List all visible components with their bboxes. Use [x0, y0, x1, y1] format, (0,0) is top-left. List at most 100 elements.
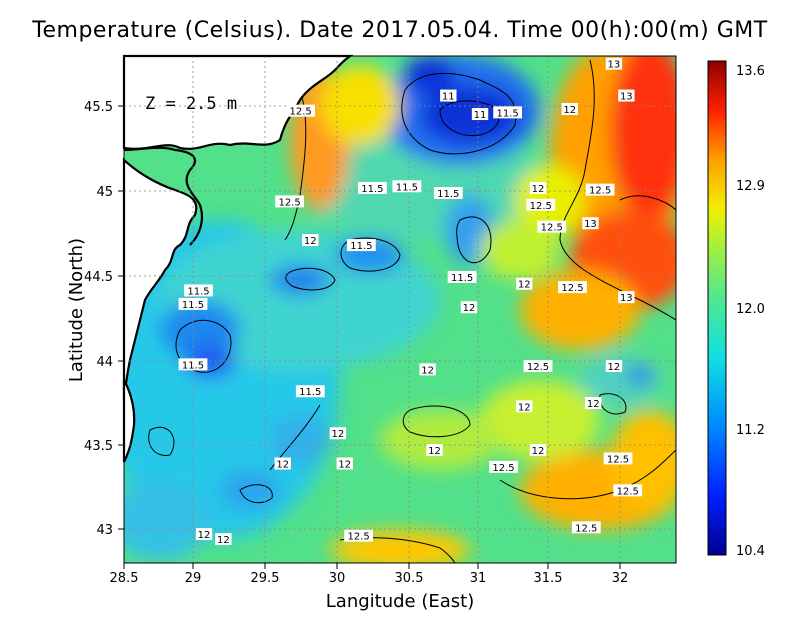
contour-label: 12	[302, 234, 319, 247]
contour-labels: 11 11 11.5 12 12.5 13 13 11.5 11.5 11.5 12 12.5 12.5…	[178, 57, 643, 546]
colorbar-label: 10.4	[736, 544, 765, 559]
contour-label: 12	[529, 181, 547, 195]
contour-label-text: 11.5	[396, 182, 418, 193]
contour-label-text: 13	[620, 293, 633, 304]
y-tick-label: 43	[96, 523, 113, 538]
colorbar-label: 13.6	[736, 64, 765, 79]
contour-label-text: 12.5	[290, 107, 312, 118]
contour-label: 12	[585, 397, 602, 410]
x-tick-label: 30.5	[395, 571, 424, 586]
contour-label: 11.5	[178, 297, 208, 311]
contour-label-text: 11.5	[437, 189, 459, 200]
contour-label: 12	[529, 444, 547, 457]
contour-label-text: 12	[518, 402, 531, 413]
contour-label-text: 12	[532, 184, 545, 195]
contour-label-text: 12	[587, 399, 600, 410]
contour-label-text: 12.5	[530, 201, 552, 212]
y-tick-label: 45	[96, 185, 113, 200]
contour-label: 13	[618, 291, 635, 304]
contour-label: 12.5	[558, 281, 587, 294]
contour-label-text: 11	[474, 110, 487, 121]
x-axis-title: Langitude (East)	[326, 591, 474, 612]
contour-label: 12	[419, 363, 436, 376]
contour-label-text: 12	[608, 362, 621, 373]
contour-label: 12.5	[603, 452, 633, 465]
contour-label: 12	[460, 301, 478, 314]
contour-label: 13	[582, 217, 599, 230]
contour-label: 12.5	[613, 484, 643, 497]
contour-label: 12	[274, 457, 291, 470]
contour-label-text: 11.5	[182, 300, 204, 311]
contour-label-text: 12	[198, 530, 211, 541]
contour-label-text: 12.5	[561, 283, 583, 294]
colorbar	[707, 60, 727, 556]
x-tick-label: 30	[329, 571, 346, 586]
colorbar-label: 12.9	[736, 179, 765, 194]
contour-label: 12.5	[344, 529, 373, 543]
contour-label: 12	[195, 528, 213, 541]
contour-label: 12.5	[275, 195, 304, 208]
contour-label: 12	[329, 427, 347, 440]
contour-label: 12	[605, 360, 623, 373]
contour-label: 12	[516, 277, 533, 291]
y-tick-label: 44	[96, 355, 113, 370]
x-tick-label: 28.5	[110, 571, 139, 586]
contour-label-text: 11	[442, 92, 455, 103]
contour-label: 11.5	[433, 187, 463, 200]
colorbar-label: 12.0	[736, 302, 765, 317]
map-title: Temperature (Celsius). Date 2017.05.04. …	[32, 18, 768, 43]
contour-label-text: 12	[518, 280, 531, 291]
contour-label: 12.5	[585, 183, 615, 197]
contour-label-text: 12.5	[589, 186, 611, 197]
contour-label-text: 11.5	[187, 286, 209, 297]
contour-label: 11.5	[392, 180, 422, 193]
contour-label-text: 12	[338, 459, 351, 470]
contour-label: 12.5	[537, 220, 567, 234]
contour-label: 13	[605, 57, 623, 71]
contour-label: 11.5	[178, 358, 208, 371]
contour-label-text: 12	[428, 446, 441, 457]
x-tick-label: 32	[612, 571, 629, 586]
coastline-southwest	[122, 379, 136, 463]
y-tick-labels: 43 43.5 44 44.5 45 45.5	[84, 100, 113, 538]
contour-label-text: 13	[584, 219, 597, 230]
coastline-north	[122, 54, 354, 150]
contour-label: 13	[618, 89, 635, 103]
contour-label: 11.5	[447, 271, 477, 284]
contour-label-text: 12	[421, 365, 434, 376]
contour-label: 12.5	[571, 521, 601, 534]
contour-label: 12	[516, 400, 533, 413]
contour-label-text: 12	[563, 105, 576, 116]
contour-label: 11	[440, 89, 457, 103]
contour-label-text: 12.5	[575, 523, 597, 534]
contour-label: 11.5	[295, 385, 325, 398]
contour-label-text: 12	[217, 535, 230, 546]
contour-label-text: 12.5	[527, 362, 549, 373]
contour-label-text: 12.5	[278, 197, 300, 208]
contour-label: 11.5	[184, 284, 213, 297]
contour-label-text: 11.5	[361, 184, 383, 195]
contour-label: 11.5	[346, 239, 376, 252]
x-tick-label: 29.5	[251, 571, 280, 586]
x-tick-label: 29	[185, 571, 202, 586]
y-tick-label: 45.5	[84, 100, 113, 115]
x-tick-labels: 28.5 29 29.5 30 30.5 31 31.5 32	[110, 571, 629, 586]
contour-label: 12	[561, 103, 578, 116]
contour-label-text: 12	[463, 303, 476, 314]
contour-label: 12	[215, 533, 232, 546]
contour-label-text: 12.5	[617, 486, 639, 497]
y-axis-title: Latitude (North)	[66, 238, 87, 382]
contour-label: 11.5	[493, 106, 523, 119]
contour-label: 12	[336, 457, 353, 470]
contour-label-text: 12.5	[492, 463, 514, 474]
contour-label-text: 12.5	[541, 223, 563, 234]
contour-label-text: 12	[304, 236, 317, 247]
colorbar-label: 11.2	[736, 423, 765, 438]
contour-label-text: 12.5	[347, 532, 369, 543]
contour-label-text: 12	[276, 459, 289, 470]
contour-label: 11.5	[358, 181, 387, 195]
x-tick-label: 31	[470, 571, 487, 586]
y-tick-label: 44.5	[84, 270, 113, 285]
contour-label-text: 11.5	[182, 360, 204, 371]
